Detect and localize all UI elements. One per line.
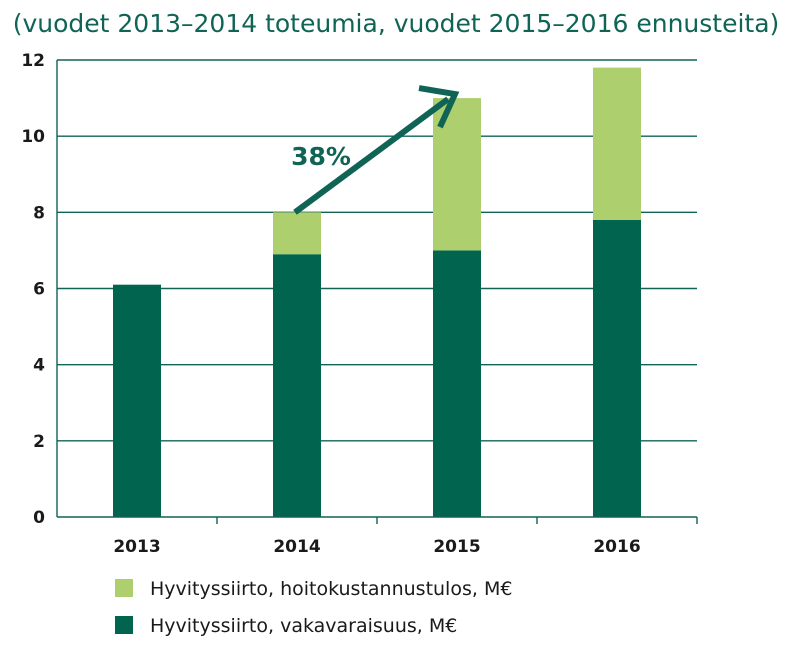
axis-layer: 0 2 4 6 8 10 12 2013 2014 2015 2016 [21,51,698,557]
legend-label: Hyvityssiirto, vakavaraisuus, M€ [150,615,457,637]
y-tick-label: 8 [33,203,45,223]
x-tick-label: 2016 [593,537,640,557]
y-tick-label: 0 [33,508,45,528]
y-tick-label: 12 [21,51,45,71]
bar-2016-series-1 [593,219,641,517]
grid-layer [57,59,697,442]
bar-2014-series-1 [273,254,321,517]
legend-label: Hyvityssiirto, hoitokustannustulos, M€ [150,578,512,600]
y-tick-label: 2 [33,432,45,452]
chart-title: (vuodet 2013–2014 toteumia, vuodet 2015–… [13,9,780,38]
annotation-layer: 38% [291,85,460,215]
x-tick-label: 2015 [433,537,480,557]
bars-layer [113,67,641,517]
bar-2015-series-1 [433,250,481,517]
annotation-arrow-head [418,85,460,129]
legend-swatch [115,579,133,597]
bar-2014-series-2 [273,212,321,255]
bar-2013-series-1 [113,284,161,517]
legend: Hyvityssiirto, hoitokustannustulos, M€ Hy… [115,578,512,637]
x-tick-label: 2014 [273,537,320,557]
y-tick-label: 4 [33,356,45,376]
y-tick-label: 6 [33,280,45,300]
y-tick-label: 10 [21,127,45,147]
legend-swatch [115,616,133,634]
bar-2016-series-2 [593,67,641,220]
x-tick-label: 2013 [113,537,160,557]
annotation-label: 38% [291,142,351,171]
annotation-arrow-line [293,96,450,215]
